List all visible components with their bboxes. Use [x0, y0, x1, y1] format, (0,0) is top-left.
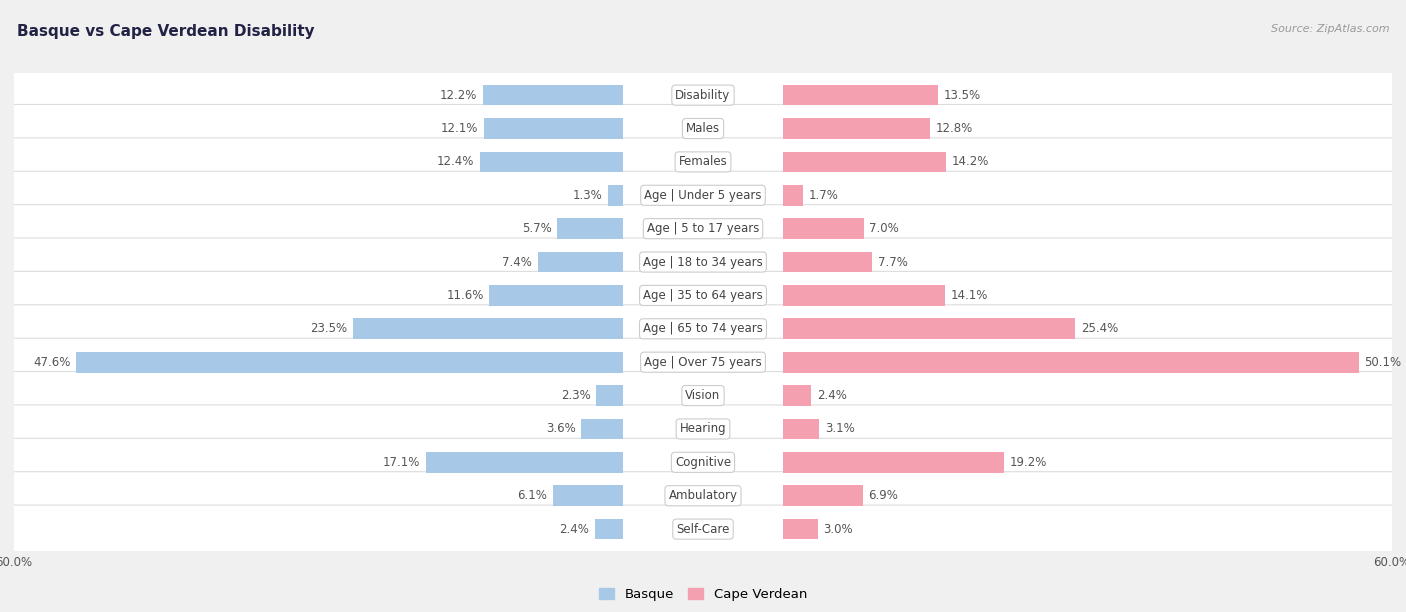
- Bar: [426, 452, 623, 472]
- Text: 13.5%: 13.5%: [945, 89, 981, 102]
- Bar: [353, 318, 623, 339]
- Text: 50.1%: 50.1%: [1364, 356, 1402, 368]
- Text: 23.5%: 23.5%: [309, 323, 347, 335]
- Text: 7.0%: 7.0%: [869, 222, 900, 235]
- Text: 12.2%: 12.2%: [440, 89, 477, 102]
- Text: 3.1%: 3.1%: [825, 422, 855, 436]
- Text: Males: Males: [686, 122, 720, 135]
- Bar: [783, 419, 818, 439]
- Bar: [783, 485, 863, 506]
- Text: Age | Under 5 years: Age | Under 5 years: [644, 188, 762, 202]
- Bar: [783, 118, 931, 139]
- Text: Age | 35 to 64 years: Age | 35 to 64 years: [643, 289, 763, 302]
- Bar: [783, 218, 863, 239]
- FancyBboxPatch shape: [0, 238, 1406, 286]
- Text: 17.1%: 17.1%: [384, 456, 420, 469]
- Bar: [783, 519, 818, 539]
- Text: 14.2%: 14.2%: [952, 155, 990, 168]
- Text: Source: ZipAtlas.com: Source: ZipAtlas.com: [1271, 24, 1389, 34]
- Text: Hearing: Hearing: [679, 422, 727, 436]
- Text: Females: Females: [679, 155, 727, 168]
- Legend: Basque, Cape Verdean: Basque, Cape Verdean: [593, 583, 813, 606]
- Text: 2.4%: 2.4%: [817, 389, 846, 402]
- FancyBboxPatch shape: [0, 204, 1406, 253]
- Bar: [607, 185, 623, 206]
- Bar: [489, 285, 623, 306]
- Text: Vision: Vision: [685, 389, 721, 402]
- Bar: [783, 352, 1358, 373]
- Text: Self-Care: Self-Care: [676, 523, 730, 536]
- Bar: [557, 218, 623, 239]
- FancyBboxPatch shape: [0, 171, 1406, 219]
- Text: 12.8%: 12.8%: [936, 122, 973, 135]
- Text: Age | 18 to 34 years: Age | 18 to 34 years: [643, 256, 763, 269]
- Text: 2.4%: 2.4%: [560, 523, 589, 536]
- FancyBboxPatch shape: [0, 305, 1406, 353]
- Bar: [581, 419, 623, 439]
- FancyBboxPatch shape: [0, 71, 1406, 119]
- FancyBboxPatch shape: [0, 105, 1406, 152]
- Text: 7.7%: 7.7%: [877, 256, 907, 269]
- Bar: [783, 452, 1004, 472]
- Bar: [783, 385, 811, 406]
- FancyBboxPatch shape: [0, 271, 1406, 319]
- Bar: [783, 85, 938, 105]
- Bar: [484, 118, 623, 139]
- Text: 5.7%: 5.7%: [522, 222, 551, 235]
- Text: 6.9%: 6.9%: [869, 489, 898, 502]
- Bar: [482, 85, 623, 105]
- Text: 1.3%: 1.3%: [572, 188, 602, 202]
- Bar: [481, 152, 623, 172]
- Text: 7.4%: 7.4%: [502, 256, 531, 269]
- Text: 11.6%: 11.6%: [446, 289, 484, 302]
- Bar: [783, 318, 1076, 339]
- FancyBboxPatch shape: [0, 405, 1406, 453]
- Bar: [783, 252, 872, 272]
- Text: 19.2%: 19.2%: [1010, 456, 1047, 469]
- Bar: [537, 252, 623, 272]
- Bar: [783, 185, 803, 206]
- Text: Ambulatory: Ambulatory: [668, 489, 738, 502]
- Text: Basque vs Cape Verdean Disability: Basque vs Cape Verdean Disability: [17, 24, 315, 40]
- Text: 25.4%: 25.4%: [1081, 323, 1118, 335]
- Text: Age | 65 to 74 years: Age | 65 to 74 years: [643, 323, 763, 335]
- FancyBboxPatch shape: [0, 138, 1406, 186]
- FancyBboxPatch shape: [0, 371, 1406, 420]
- Text: 12.1%: 12.1%: [440, 122, 478, 135]
- Bar: [76, 352, 623, 373]
- Text: 1.7%: 1.7%: [808, 188, 838, 202]
- Bar: [595, 519, 623, 539]
- Text: 6.1%: 6.1%: [517, 489, 547, 502]
- Text: Cognitive: Cognitive: [675, 456, 731, 469]
- FancyBboxPatch shape: [0, 505, 1406, 553]
- Bar: [596, 385, 623, 406]
- Text: Disability: Disability: [675, 89, 731, 102]
- FancyBboxPatch shape: [0, 338, 1406, 386]
- Text: 14.1%: 14.1%: [950, 289, 988, 302]
- FancyBboxPatch shape: [0, 472, 1406, 520]
- FancyBboxPatch shape: [0, 438, 1406, 487]
- Text: 3.6%: 3.6%: [546, 422, 575, 436]
- Bar: [553, 485, 623, 506]
- Bar: [783, 152, 946, 172]
- Text: 2.3%: 2.3%: [561, 389, 591, 402]
- Bar: [783, 285, 945, 306]
- Text: 3.0%: 3.0%: [824, 523, 853, 536]
- Text: 12.4%: 12.4%: [437, 155, 474, 168]
- Text: Age | Over 75 years: Age | Over 75 years: [644, 356, 762, 368]
- Text: 47.6%: 47.6%: [32, 356, 70, 368]
- Text: Age | 5 to 17 years: Age | 5 to 17 years: [647, 222, 759, 235]
